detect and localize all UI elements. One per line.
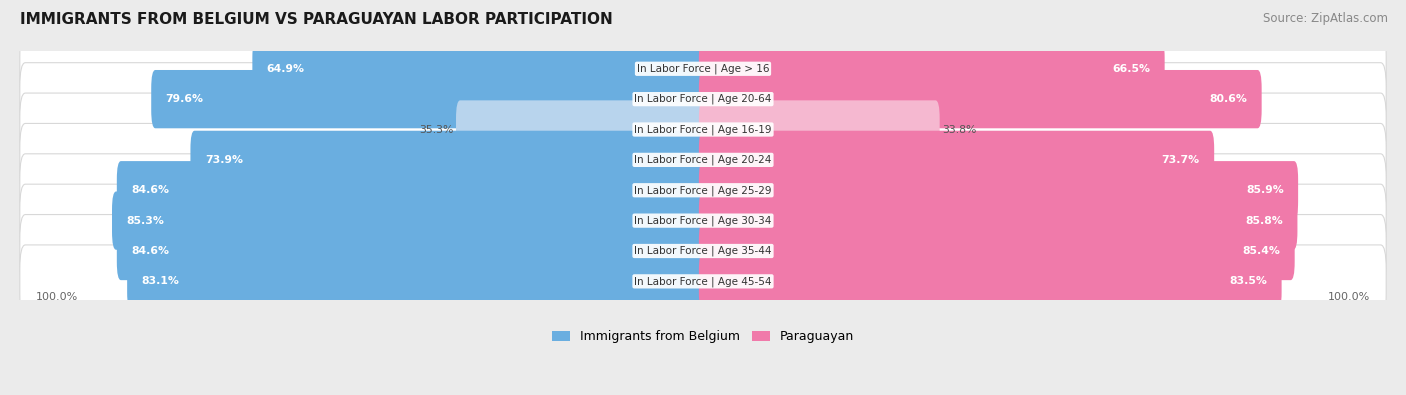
Text: 100.0%: 100.0% [35,292,77,302]
FancyBboxPatch shape [127,252,707,310]
Text: In Labor Force | Age 30-34: In Labor Force | Age 30-34 [634,215,772,226]
Text: 85.8%: 85.8% [1246,216,1284,226]
FancyBboxPatch shape [20,93,1386,166]
FancyBboxPatch shape [152,70,707,128]
Legend: Immigrants from Belgium, Paraguayan: Immigrants from Belgium, Paraguayan [547,325,859,348]
Text: 33.8%: 33.8% [942,124,977,135]
FancyBboxPatch shape [699,252,1282,310]
Text: In Labor Force | Age 16-19: In Labor Force | Age 16-19 [634,124,772,135]
FancyBboxPatch shape [699,161,1298,219]
Text: 84.6%: 84.6% [131,185,169,195]
Text: 85.4%: 85.4% [1243,246,1281,256]
Text: 66.5%: 66.5% [1112,64,1150,74]
Text: In Labor Force | Age 25-29: In Labor Force | Age 25-29 [634,185,772,196]
FancyBboxPatch shape [20,32,1386,105]
Text: 84.6%: 84.6% [131,246,169,256]
Text: 64.9%: 64.9% [267,64,305,74]
Text: IMMIGRANTS FROM BELGIUM VS PARAGUAYAN LABOR PARTICIPATION: IMMIGRANTS FROM BELGIUM VS PARAGUAYAN LA… [20,12,613,27]
FancyBboxPatch shape [20,245,1386,318]
Text: 85.9%: 85.9% [1246,185,1284,195]
FancyBboxPatch shape [699,40,1164,98]
Text: 73.9%: 73.9% [205,155,243,165]
Text: In Labor Force | Age 20-64: In Labor Force | Age 20-64 [634,94,772,104]
FancyBboxPatch shape [20,124,1386,196]
FancyBboxPatch shape [190,131,707,189]
Text: In Labor Force | Age 35-44: In Labor Force | Age 35-44 [634,246,772,256]
Text: In Labor Force | Age 20-24: In Labor Force | Age 20-24 [634,154,772,165]
FancyBboxPatch shape [699,100,939,159]
FancyBboxPatch shape [117,222,707,280]
Text: 35.3%: 35.3% [419,124,453,135]
FancyBboxPatch shape [20,63,1386,135]
FancyBboxPatch shape [20,214,1386,288]
FancyBboxPatch shape [112,192,707,250]
FancyBboxPatch shape [699,131,1215,189]
Text: 100.0%: 100.0% [1329,292,1371,302]
Text: 79.6%: 79.6% [166,94,204,104]
FancyBboxPatch shape [699,222,1295,280]
FancyBboxPatch shape [456,100,707,159]
FancyBboxPatch shape [20,154,1386,227]
FancyBboxPatch shape [20,184,1386,257]
Text: Source: ZipAtlas.com: Source: ZipAtlas.com [1263,12,1388,25]
Text: 83.1%: 83.1% [142,276,180,286]
FancyBboxPatch shape [699,70,1261,128]
Text: 80.6%: 80.6% [1209,94,1247,104]
Text: 85.3%: 85.3% [127,216,165,226]
FancyBboxPatch shape [699,192,1298,250]
Text: In Labor Force | Age > 16: In Labor Force | Age > 16 [637,64,769,74]
Text: 73.7%: 73.7% [1161,155,1199,165]
Text: 83.5%: 83.5% [1229,276,1267,286]
FancyBboxPatch shape [117,161,707,219]
Text: In Labor Force | Age 45-54: In Labor Force | Age 45-54 [634,276,772,287]
FancyBboxPatch shape [252,40,707,98]
